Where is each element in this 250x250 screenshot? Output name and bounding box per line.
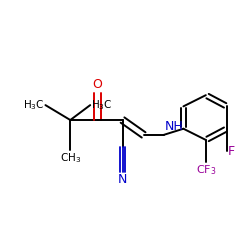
Text: CH$_3$: CH$_3$: [60, 151, 81, 165]
Text: CF$_3$: CF$_3$: [196, 164, 216, 177]
Text: NH: NH: [165, 120, 184, 133]
Text: F: F: [228, 144, 235, 158]
Text: N: N: [118, 174, 127, 186]
Text: H$_3$C: H$_3$C: [92, 98, 113, 112]
Text: O: O: [93, 78, 102, 92]
Text: H$_3$C: H$_3$C: [22, 98, 44, 112]
